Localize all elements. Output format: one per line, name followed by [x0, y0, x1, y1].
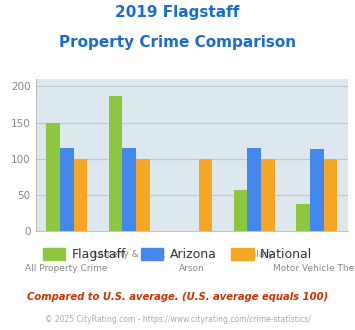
Bar [122, 148, 136, 231]
Bar [310, 149, 323, 231]
Bar [109, 96, 122, 231]
Bar [323, 159, 337, 231]
Text: Motor Vehicle Theft: Motor Vehicle Theft [273, 264, 355, 273]
Bar [261, 159, 275, 231]
Legend: Flagstaff, Arizona, National: Flagstaff, Arizona, National [38, 243, 317, 266]
Text: 2019 Flagstaff: 2019 Flagstaff [115, 5, 240, 20]
Bar [247, 148, 261, 231]
Bar [60, 148, 73, 231]
Text: Compared to U.S. average. (U.S. average equals 100): Compared to U.S. average. (U.S. average … [27, 292, 328, 302]
Bar [234, 190, 247, 231]
Bar [46, 122, 60, 231]
Text: Burglary: Burglary [235, 250, 273, 259]
Text: All Property Crime: All Property Crime [26, 264, 108, 273]
Bar [136, 159, 150, 231]
Bar [73, 159, 87, 231]
Bar [198, 159, 212, 231]
Text: Larceny & Theft: Larceny & Theft [93, 250, 165, 259]
Text: Property Crime Comparison: Property Crime Comparison [59, 35, 296, 50]
Bar [296, 204, 310, 231]
Text: © 2025 CityRating.com - https://www.cityrating.com/crime-statistics/: © 2025 CityRating.com - https://www.city… [45, 315, 310, 324]
Text: Arson: Arson [179, 264, 204, 273]
